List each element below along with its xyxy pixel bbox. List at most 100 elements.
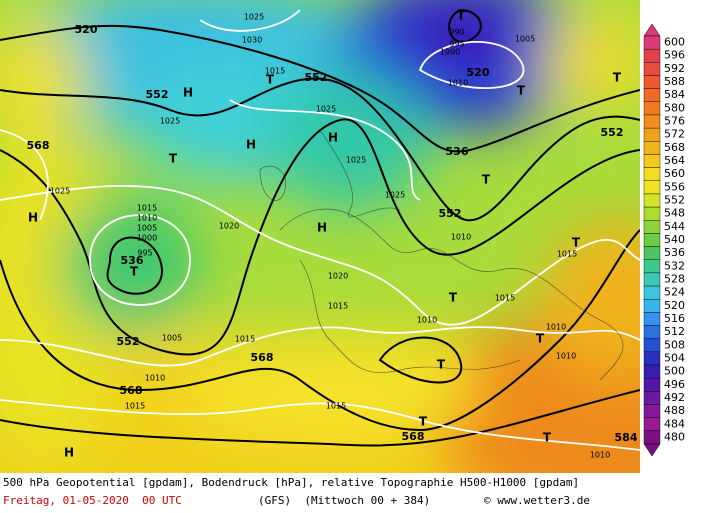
legend-arrow	[643, 23, 661, 37]
color-legend: 6005965925885845805765725685645605565525…	[643, 23, 685, 457]
legend-label: 520	[664, 299, 685, 312]
legend-label: 500	[664, 365, 685, 378]
pressure-center: T	[457, 9, 466, 23]
legend-swatch	[643, 325, 661, 339]
isobar-label: 1015	[235, 335, 255, 344]
isobar-label: 1025	[160, 117, 180, 126]
credit: © www.wetter3.de	[484, 494, 590, 507]
legend-swatch	[643, 417, 661, 432]
contour-label: 552	[601, 126, 624, 139]
legend-label: 600	[664, 36, 685, 49]
pressure-center: T	[517, 84, 526, 98]
legend-swatch	[643, 154, 661, 168]
isobar-label: 1010	[145, 374, 165, 383]
legend-swatch	[643, 48, 661, 63]
legend-label: 584	[664, 88, 685, 101]
coastlines	[259, 129, 624, 381]
pressure-center: T	[437, 358, 446, 372]
legend-swatch	[643, 246, 661, 260]
legend-swatch	[643, 259, 661, 274]
legend-swatch	[643, 338, 661, 353]
legend-label: 480	[664, 430, 685, 443]
legend-swatch	[643, 127, 661, 142]
pressure-center: H	[64, 446, 74, 460]
isobar-label: 1005	[515, 35, 535, 44]
legend-swatch	[643, 167, 661, 181]
legend-arrow	[643, 443, 661, 457]
legend-label: 572	[664, 128, 685, 141]
legend-swatch	[643, 233, 661, 247]
isobar-label: 1025	[244, 13, 264, 22]
legend-swatch	[643, 101, 661, 116]
pressure-center: T	[419, 415, 428, 429]
pressure-center: T	[536, 332, 545, 346]
map-labels: 520 552 552 536 552 552 536 552 568 568 568 584 568 5…	[27, 9, 638, 460]
isobar-label: 995	[137, 249, 152, 258]
isobar-label: 1010	[417, 316, 437, 325]
legend-swatch	[643, 220, 661, 234]
legend-label: 484	[664, 417, 685, 430]
isobar-label: 1010	[451, 233, 471, 242]
legend-label: 556	[664, 180, 685, 193]
legend-label: 580	[664, 101, 685, 114]
pressure-center: T	[266, 73, 275, 87]
pressure-center: H	[183, 86, 193, 100]
isobars	[0, 9, 640, 451]
isobar-label: 995	[449, 40, 464, 49]
isobar-label: 1015	[328, 302, 348, 311]
pressure-center: T	[572, 236, 581, 250]
legend-label: 596	[664, 49, 685, 62]
legend-swatch	[643, 75, 661, 89]
legend-label: 496	[664, 378, 685, 391]
legend-swatch	[643, 391, 661, 405]
isobar-label: 1010	[590, 451, 610, 460]
legend-label: 504	[664, 351, 685, 364]
contour-label: 536	[446, 145, 469, 158]
legend-label: 588	[664, 75, 685, 88]
pressure-center: H	[328, 131, 338, 145]
legend-label: 528	[664, 272, 685, 285]
contour-label: 552	[439, 207, 462, 220]
isobar-label: 1025	[346, 156, 366, 165]
legend-label: 532	[664, 259, 685, 272]
legend-swatch	[643, 141, 661, 155]
isobar-label: 1025	[385, 191, 405, 200]
legend-swatch	[643, 206, 661, 221]
contour-label: 568	[27, 139, 50, 152]
contour-label: 552	[146, 88, 169, 101]
contour-label: 520	[467, 66, 490, 79]
legend-swatch	[643, 404, 661, 418]
caption: 500 hPa Geopotential [gpdam], Bodendruck…	[3, 476, 580, 489]
pressure-center: T	[543, 431, 552, 445]
legend-swatch	[643, 272, 661, 287]
isobar-label: 1000	[137, 234, 157, 243]
isobar-label: 1005	[137, 224, 157, 233]
isobar-label: 1010	[448, 79, 468, 88]
legend-label: 548	[664, 207, 685, 220]
legend-label: 508	[664, 338, 685, 351]
legend-swatch	[643, 193, 661, 208]
legend-swatch	[643, 285, 661, 300]
legend-swatch	[643, 312, 661, 326]
isobar-label: 1015	[137, 204, 157, 213]
contour-label: 552	[305, 71, 328, 84]
run-info: (GFS) (Mittwoch 00 + 384)	[258, 494, 431, 507]
pressure-center: H	[28, 211, 38, 225]
pressure-center: T	[482, 173, 491, 187]
date: Freitag, 01-05-2020 00 UTC	[3, 494, 182, 507]
isobar-label: 1015	[326, 402, 346, 411]
legend-swatch	[643, 364, 661, 379]
isobar-label: 1020	[219, 222, 239, 231]
legend-swatch	[643, 430, 661, 445]
map-field	[0, 0, 640, 473]
legend-label: 512	[664, 325, 685, 338]
pressure-center: T	[130, 265, 139, 279]
legend-label: 516	[664, 312, 685, 325]
isobar-label: 1015	[557, 250, 577, 259]
legend-swatch	[643, 351, 661, 366]
contour-label: 568	[120, 384, 143, 397]
pressure-center: T	[613, 71, 622, 85]
isobar-label: 1025	[316, 105, 336, 114]
geopotential-contours	[0, 8, 640, 447]
